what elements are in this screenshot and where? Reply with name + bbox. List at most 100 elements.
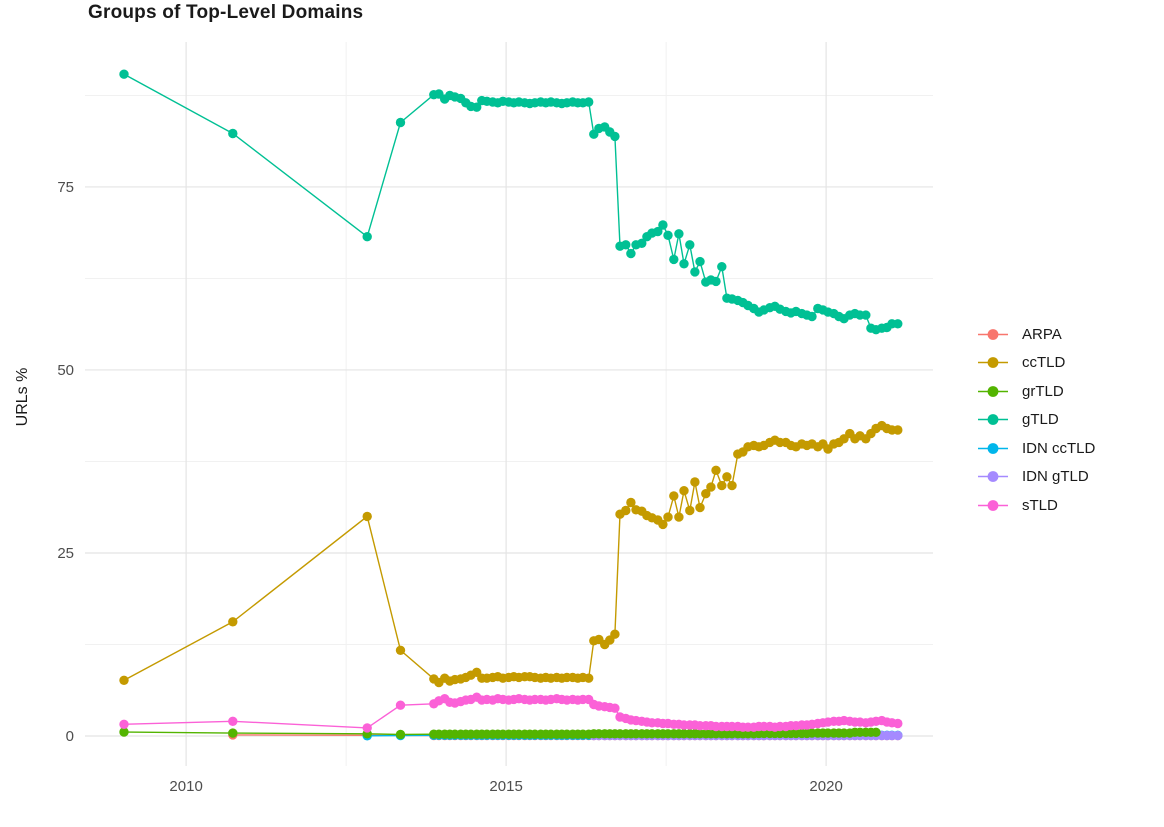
data-point: [119, 727, 129, 737]
data-point: [658, 220, 668, 230]
series-sTLD: [119, 692, 903, 733]
series-gTLD-points: [119, 69, 903, 335]
x-tick-label: 2010: [169, 778, 202, 795]
data-point: [663, 230, 673, 240]
y-tick-label: 25: [57, 545, 74, 562]
data-point: [685, 240, 695, 250]
data-point: [626, 497, 636, 508]
data-point: [679, 486, 689, 496]
legend-item-IDN-ccTLD: IDN ccTLD: [977, 434, 1095, 463]
data-point: [584, 673, 594, 683]
x-tick-label: 2015: [489, 778, 522, 795]
series-gTLD: [119, 69, 903, 335]
data-point: [621, 505, 631, 516]
legend-label: ccTLD: [1022, 354, 1066, 372]
data-point: [727, 480, 737, 491]
data-point: [637, 238, 647, 248]
data-point: [807, 311, 817, 322]
data-point: [228, 617, 238, 627]
legend-key-icon: [978, 471, 1008, 483]
data-point: [472, 102, 482, 112]
data-point: [893, 730, 903, 741]
data-point: [610, 703, 620, 713]
y-tick-label: 75: [57, 179, 74, 196]
data-point: [717, 262, 727, 272]
legend-item-ARPA: ARPA: [977, 320, 1095, 349]
data-point: [362, 511, 372, 522]
data-point: [711, 276, 721, 287]
data-point: [362, 232, 372, 242]
data-point: [119, 69, 129, 79]
y-tick-label: 50: [57, 362, 74, 379]
data-point: [861, 310, 871, 320]
series-grTLD: [119, 727, 881, 740]
data-point: [362, 723, 372, 733]
series-grTLD-points: [119, 727, 881, 740]
data-point: [690, 267, 700, 277]
x-tick-label: 2020: [809, 778, 842, 795]
legend-key-icon: [978, 328, 1008, 340]
data-point: [119, 719, 129, 729]
y-tick-label: 0: [66, 728, 74, 745]
legend-key-icon: [978, 385, 1008, 397]
data-point: [717, 480, 727, 491]
data-point: [228, 716, 238, 726]
data-point: [685, 505, 695, 516]
legend-label: gTLD: [1022, 411, 1059, 429]
data-point: [119, 675, 129, 685]
legend-key-icon: [978, 357, 1008, 369]
data-point: [674, 229, 684, 239]
legend-item-grTLD: grTLD: [977, 377, 1095, 406]
data-point: [706, 482, 716, 492]
data-point: [679, 259, 689, 269]
data-point: [228, 128, 238, 139]
data-point: [584, 97, 594, 107]
data-point: [871, 727, 881, 737]
legend-item-IDN-gTLD: IDN gTLD: [977, 463, 1095, 492]
data-point: [395, 729, 406, 740]
legend-item-ccTLD: ccTLD: [977, 349, 1095, 378]
series-ccTLD-points: [119, 420, 903, 688]
chart-title: Groups of Top-Level Domains: [88, 2, 364, 23]
data-point: [395, 117, 406, 128]
series-gTLD-line: [123, 73, 898, 331]
data-point: [695, 256, 705, 267]
legend-key-icon: [978, 414, 1008, 426]
legend-label: sTLD: [1022, 496, 1058, 514]
legend-key-icon: [978, 442, 1008, 454]
data-point: [663, 512, 673, 522]
legend: ARPA ccTLD grTLD gTLD IDN ccTLD IDN gTLD sTLD: [977, 320, 1095, 520]
series-ccTLD-line: [123, 424, 898, 684]
data-point: [228, 728, 238, 738]
legend-item-gTLD: gTLD: [977, 406, 1095, 435]
data-point: [669, 491, 679, 501]
legend-item-sTLD: sTLD: [977, 491, 1095, 520]
data-point: [610, 629, 620, 639]
data-point: [893, 425, 903, 435]
data-point: [669, 254, 679, 265]
data-point: [395, 700, 406, 710]
data-point: [695, 502, 705, 513]
legend-label: IDN ccTLD: [1022, 439, 1096, 457]
data-point: [610, 131, 620, 142]
data-point: [711, 465, 721, 475]
data-point: [626, 248, 636, 259]
data-point: [674, 512, 684, 522]
data-point: [722, 472, 732, 482]
series-ccTLD: [119, 420, 903, 688]
data-point: [658, 519, 668, 530]
data-point: [395, 645, 406, 655]
data-point: [893, 319, 903, 329]
data-point: [690, 477, 700, 487]
legend-label: ARPA: [1022, 325, 1062, 343]
gridlines: [85, 42, 933, 766]
data-point: [893, 718, 903, 729]
data-point: [701, 489, 711, 499]
legend-label: IDN gTLD: [1022, 468, 1089, 486]
axis-tick-labels: 0 25 50 75 2010 2015 2020: [57, 179, 842, 795]
data-point: [621, 240, 631, 250]
series-sTLD-points: [119, 692, 903, 733]
legend-key-icon: [978, 499, 1008, 511]
legend-label: grTLD: [1022, 382, 1064, 400]
